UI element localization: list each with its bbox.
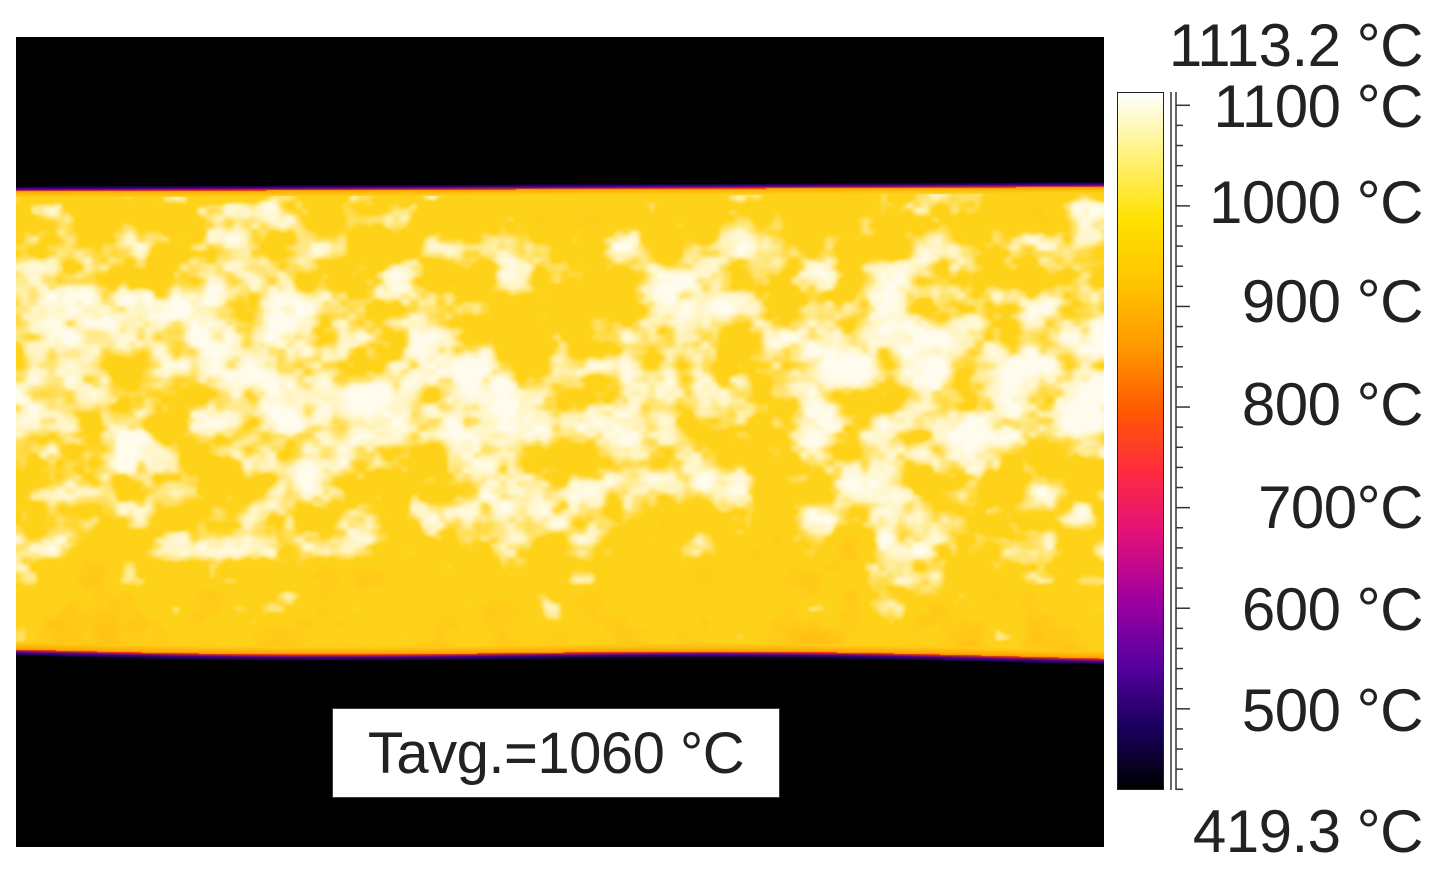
colorbar-tick-label-500: 500 °C [1241,677,1424,744]
average-temperature-text: Tavg.=1060 °C [367,720,745,786]
colorbar-tick-label-700: 700°C [1258,474,1423,541]
colorbar-tick-label-1000: 1000 °C [1209,169,1423,236]
colorbar-tick-label-900: 900 °C [1241,268,1424,335]
colorbar-min-label: 419.3 °C [1192,798,1424,865]
colorbar-max-label: 1113.2 °C [1168,12,1424,79]
temperature-colorbar [1117,92,1164,790]
colorbar-ticks [1170,92,1190,791]
colorbar-tick-label-1100: 1100 °C [1213,73,1423,140]
colorbar-tick-label-600: 600 °C [1241,576,1424,643]
average-temperature-label: Tavg.=1060 °C [332,708,780,798]
colorbar-tick-label-800: 800 °C [1241,371,1424,438]
